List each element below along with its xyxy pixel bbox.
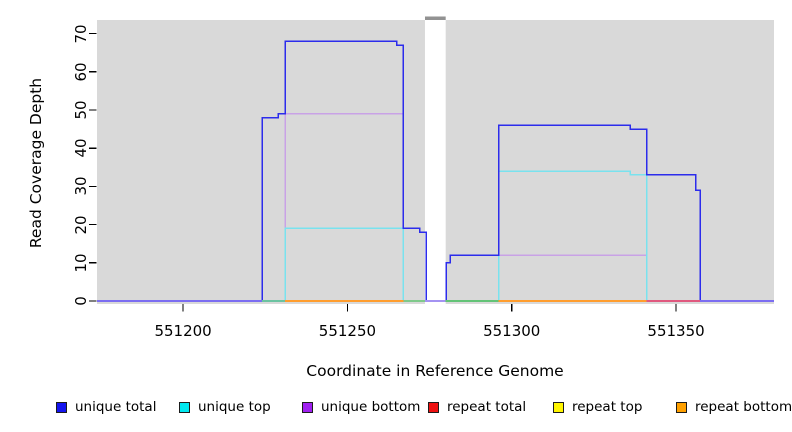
gap-marker-bar <box>424 16 446 20</box>
y-axis-title: Read Coverage Depth <box>27 77 45 249</box>
plot-panel-left <box>97 20 425 304</box>
x-tick-label: 551350 <box>647 322 705 340</box>
y-tick-label: 70 <box>72 23 90 44</box>
x-tick-label: 551250 <box>318 322 377 340</box>
x-axis-title: Coordinate in Reference Genome <box>306 362 564 380</box>
series-line-unique-top <box>284 227 405 301</box>
x-tick-label: 551200 <box>154 322 212 340</box>
x-tick-label: 551300 <box>483 322 541 340</box>
plot-panel-right <box>445 20 774 304</box>
